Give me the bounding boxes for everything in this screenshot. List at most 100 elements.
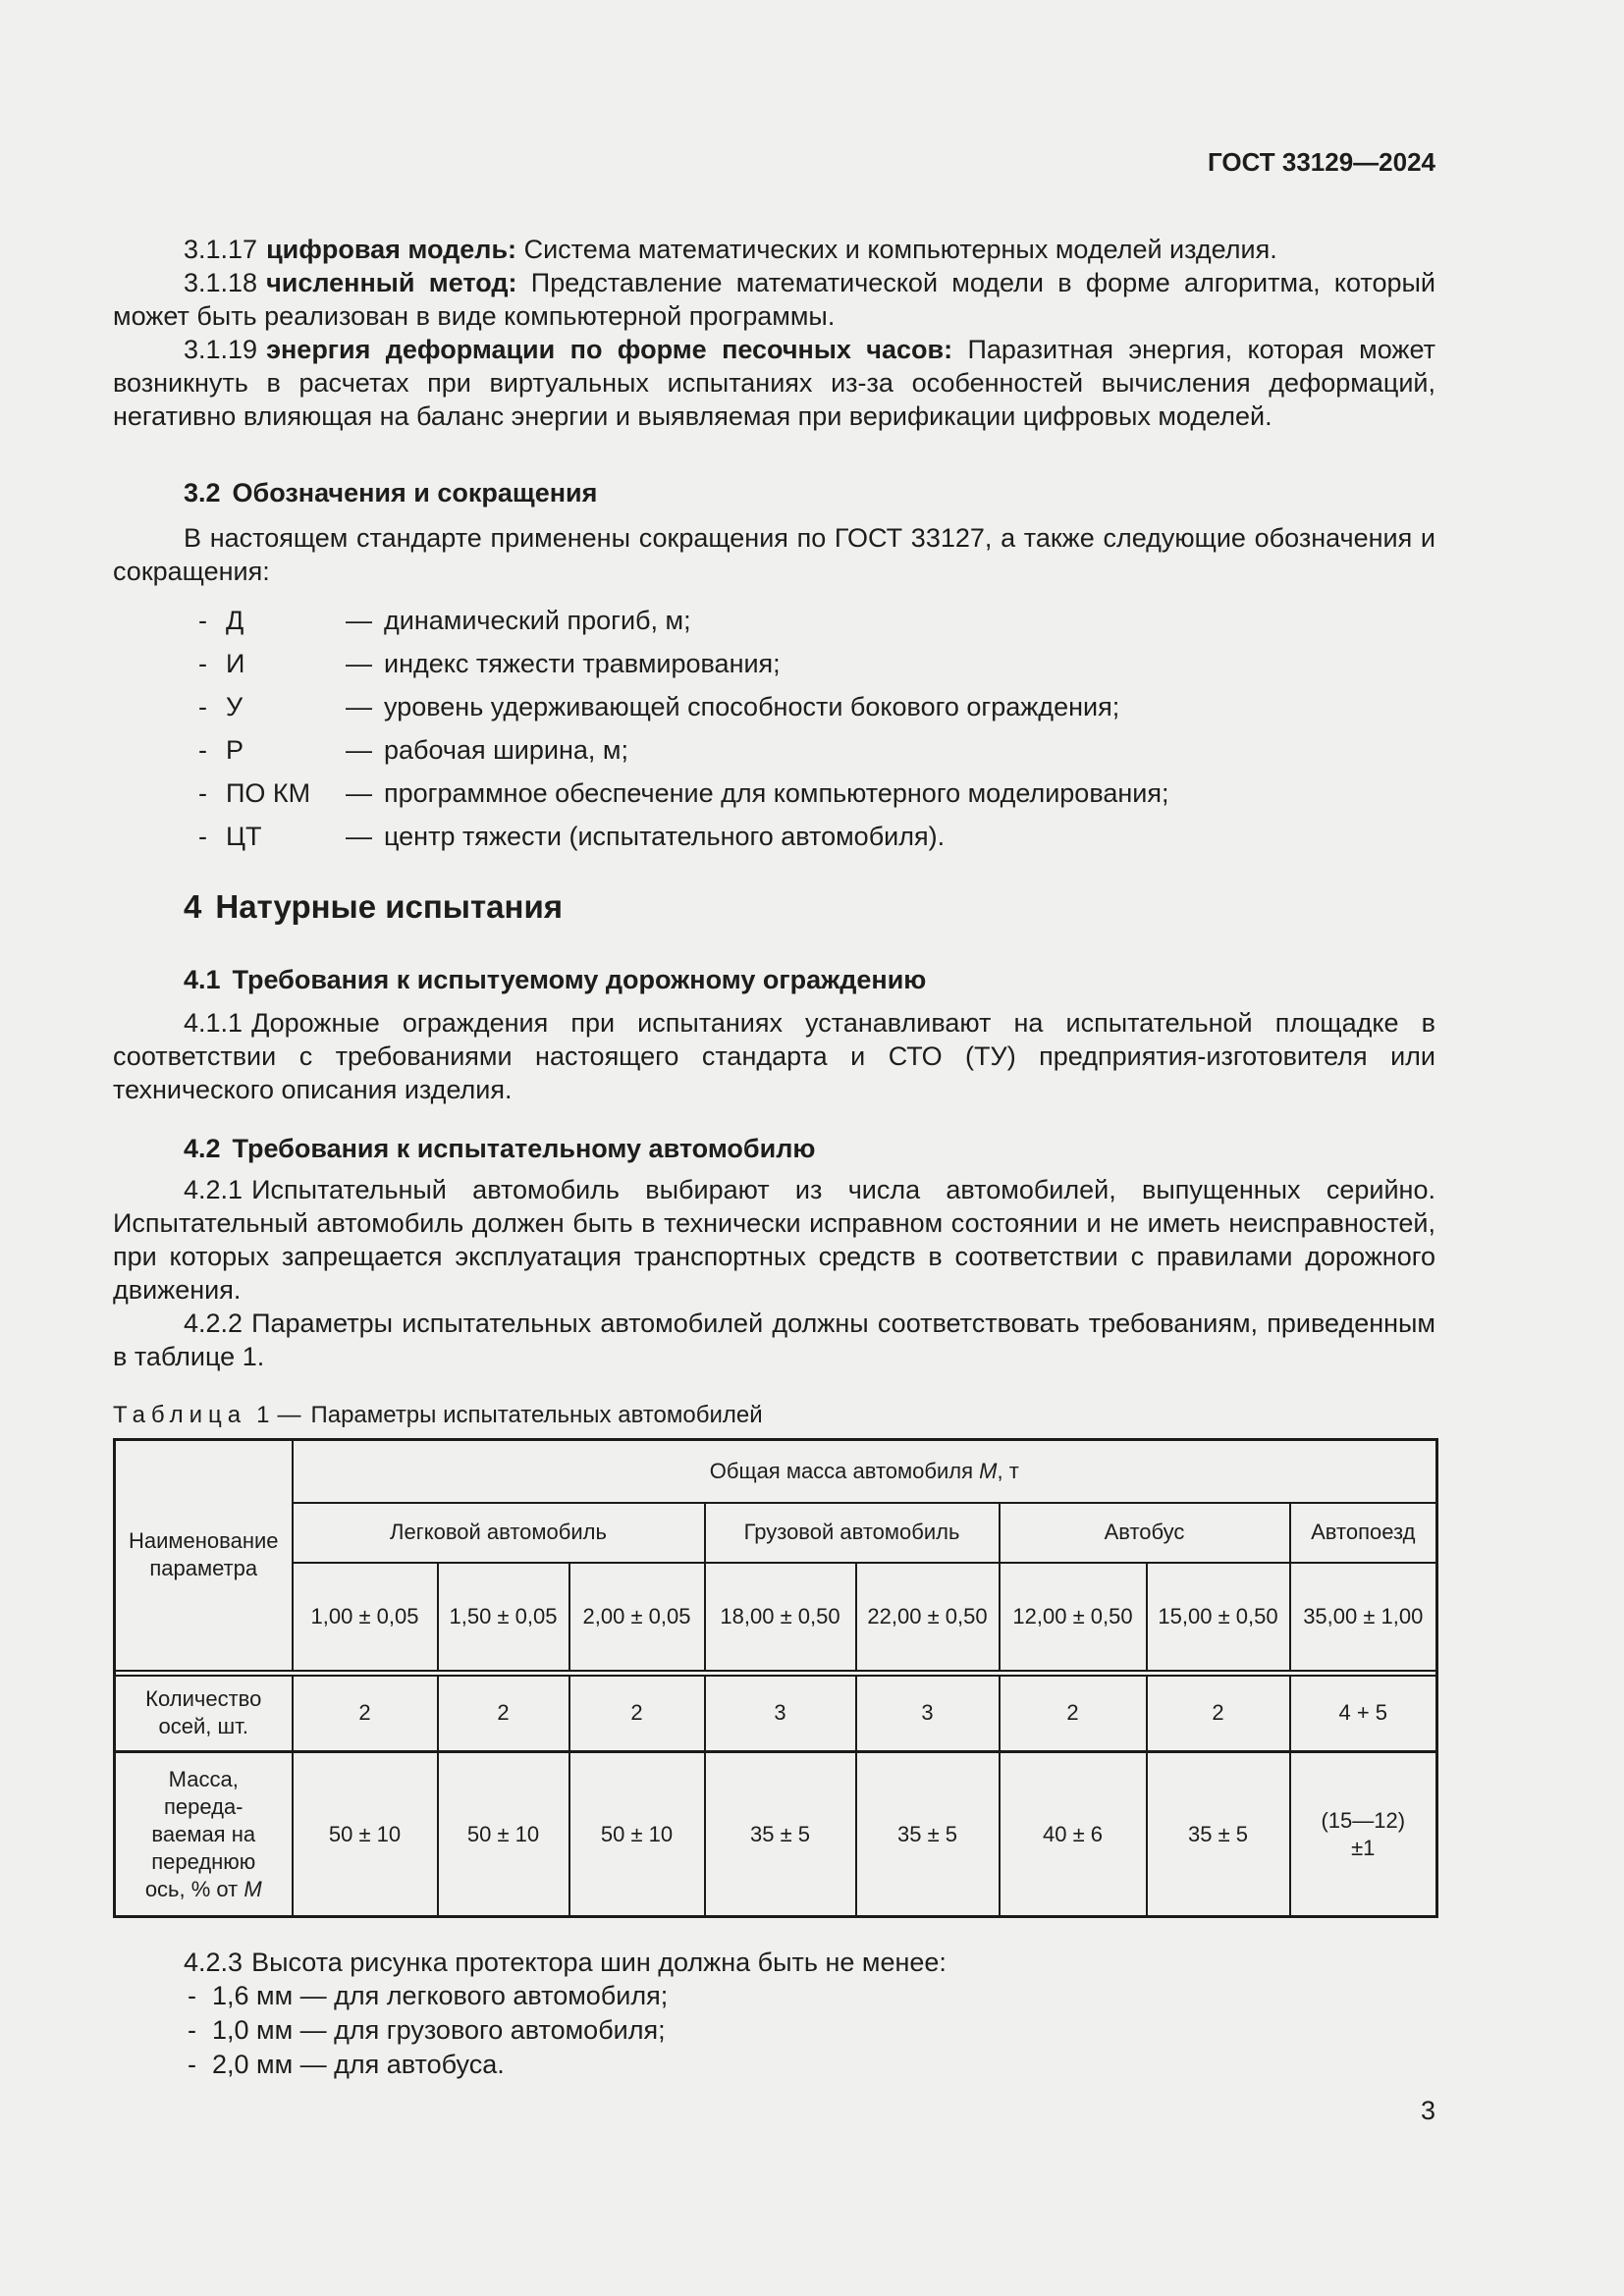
abbreviation-dash: — [346,778,372,808]
abbreviation-meaning: программное обеспечение для компьютерног… [384,778,1169,808]
table-1-test-vehicle-parameters: Наименование параметра Общая масса автом… [113,1438,1439,1918]
abbreviation-symbol: И [226,649,245,678]
abbreviation-symbol: Д [226,606,244,635]
table-cell-value: 2 [1145,1675,1291,1753]
term-number: 3.1.19 [184,335,258,364]
section-heading-4-1: 4.1 Требования к испытуемому дорожному ог… [113,963,1435,996]
table-caption-text: Параметры испытательных автомобилей [310,1402,763,1428]
table-cell-value: 2 [568,1675,706,1753]
table-caption-number: 1 [256,1402,270,1428]
table-row-axle-count: Количество осей, шт. 2 2 2 3 3 2 2 4 + 5 [113,1675,1438,1753]
paragraph-number: 4.2.3 [184,1948,244,1977]
table-cell-group-road-train: Автопоезд [1288,1502,1438,1564]
abbreviations-list: - Д — динамический прогиб, м; - И — инде… [113,604,1435,853]
abbreviation-meaning: рабочая ширина, м; [384,735,628,765]
abbreviations-intro: В настоящем стандарте применены сокращен… [113,523,1435,586]
table-cell-value: 50 ± 10 [436,1751,570,1917]
table-cell-mass-value: 2,00 ± 0,05 [568,1562,706,1671]
page-number: 3 [1420,2096,1435,2125]
table-cell-param-name: Количество осей, шт. [113,1675,294,1753]
abbreviation-item: - Р — рабочая ширина, м; [113,733,1435,767]
term-paragraph-3-1-19: 3.1.19 энергия деформации по форме песочн… [113,333,1435,433]
abbreviation-meaning: индекс тяжести травмирования; [384,649,781,678]
table-cell-param-name: Масса, переда-ваемая на переднюю ось, % … [113,1751,294,1917]
abbreviation-meaning: динамический прогиб, м; [384,606,691,635]
term-number: 3.1.18 [184,268,258,297]
abbreviation-item: - У — уровень удерживающей способности б… [113,690,1435,723]
list-marker: - [188,2050,196,2079]
table-cell-value: 3 [703,1675,857,1753]
table-caption: Таблица 1 — Параметры испытательных автомоб… [113,1401,1435,1430]
table-cell-mass-value: 18,00 ± 0,50 [703,1562,857,1671]
paragraph-number: 4.2.2 [184,1308,244,1338]
heading-title: Обозначения и сокращения [232,478,598,507]
table-cell-mass-value: 1,00 ± 0,05 [291,1562,439,1671]
table-cell-mass-value: 22,00 ± 0,50 [854,1562,1001,1671]
section-heading-3-2: 3.2 Обозначения и сокращения [113,476,1435,509]
term-paragraph-3-1-17: 3.1.17 цифровая модель: Система математич… [113,233,1435,266]
table-cell-param-name-header: Наименование параметра [113,1439,294,1671]
table-row-front-axle-mass: Масса, переда-ваемая на переднюю ось, % … [113,1751,1438,1917]
list-item-text: 1,0 мм — для грузового автомобиля; [212,2015,666,2045]
paragraph-text: Испытательный автомобиль выбирают из чис… [113,1175,1435,1305]
table-cell-value: 35 ± 5 [854,1751,1001,1917]
table-cell-group-truck: Грузовой автомобиль [703,1502,1001,1564]
term-definition: Паразитная энергия, которая может возник… [113,335,1435,431]
table-cell-value: 2 [436,1675,570,1753]
heading-title: Требования к испытуемому дорожному ограж… [232,965,927,994]
list-marker: - [198,735,207,765]
term-name: цифровая модель: [266,235,517,264]
list-marker: - [198,778,207,808]
paragraph-text: Дорожные ограждения при испытаниях устан… [113,1008,1435,1104]
table-cell-mass-value: 35,00 ± 1,00 [1288,1562,1438,1671]
table-cell-value: 3 [854,1675,1001,1753]
paragraph-number: 4.2.1 [184,1175,244,1204]
abbreviation-dash: — [346,822,372,851]
list-item-text: 1,6 мм — для легкового автомобиля; [212,1981,669,2010]
term-name: численный метод: [266,268,517,297]
table-caption-dash: — [277,1402,301,1428]
term-number: 3.1.17 [184,235,258,264]
table-cell-mass-value: 12,00 ± 0,50 [998,1562,1148,1671]
paragraph-4-2-3: 4.2.3 Высота рисунка протектора шин должн… [113,1946,1435,1979]
section-heading-4: 4 Натурные испытания [113,886,1435,928]
abbreviation-symbol: Р [226,735,244,765]
heading-title: Требования к испытательному автомобилю [232,1134,816,1163]
paragraph-4-2-1: 4.2.1 Испытательный автомобиль выбирают и… [113,1173,1435,1307]
list-marker: - [188,2015,196,2045]
list-marker: - [198,649,207,678]
list-marker: - [198,822,207,851]
table-cell-value: 35 ± 5 [1145,1751,1291,1917]
list-item: - 1,0 мм — для грузового автомобиля; [113,2013,1435,2048]
paragraph-number: 4.1.1 [184,1008,244,1038]
heading-number: 4.1 [184,965,221,994]
heading-number: 4.2 [184,1134,221,1163]
abbreviation-dash: — [346,735,372,765]
abbreviation-dash: — [346,606,372,635]
paragraph-text: Высота рисунка протектора шин должна быт… [251,1948,947,1977]
heading-number: 3.2 [184,478,221,507]
abbreviation-symbol: ПО КМ [226,778,311,808]
table-cell-value: 2 [998,1675,1148,1753]
doc-code-header: ГОСТ 33129—2024 [1208,147,1435,177]
abbreviation-symbol: ЦТ [226,822,262,851]
table-caption-word: Таблица [113,1402,247,1428]
table-cell-value: 2 [291,1675,439,1753]
list-marker: - [198,692,207,721]
table-cell-value: 40 ± 6 [998,1751,1148,1917]
table-cell-value: 50 ± 10 [568,1751,706,1917]
table-cell-value: 50 ± 10 [291,1751,439,1917]
abbreviation-meaning: уровень удерживающей способности боковог… [384,692,1120,721]
abbreviation-item: - И — индекс тяжести травмирования; [113,647,1435,680]
table-cell-total-mass-header: Общая масса автомобиля М, т [291,1439,1438,1504]
table-cell-value: (15—12) ±1 [1288,1751,1438,1917]
heading-title: Натурные испытания [215,888,563,925]
abbreviation-item: - Д — динамический прогиб, м; [113,604,1435,637]
list-item-text: 2,0 мм — для автобуса. [212,2050,505,2079]
section-heading-4-2: 4.2 Требования к испытательному автомобил… [113,1132,1435,1165]
abbreviation-dash: — [346,649,372,678]
table-cell-group-bus: Автобус [998,1502,1291,1564]
abbreviation-dash: — [346,692,372,721]
table-cell-group-passenger-car: Легковой автомобиль [291,1502,706,1564]
list-marker: - [198,606,207,635]
